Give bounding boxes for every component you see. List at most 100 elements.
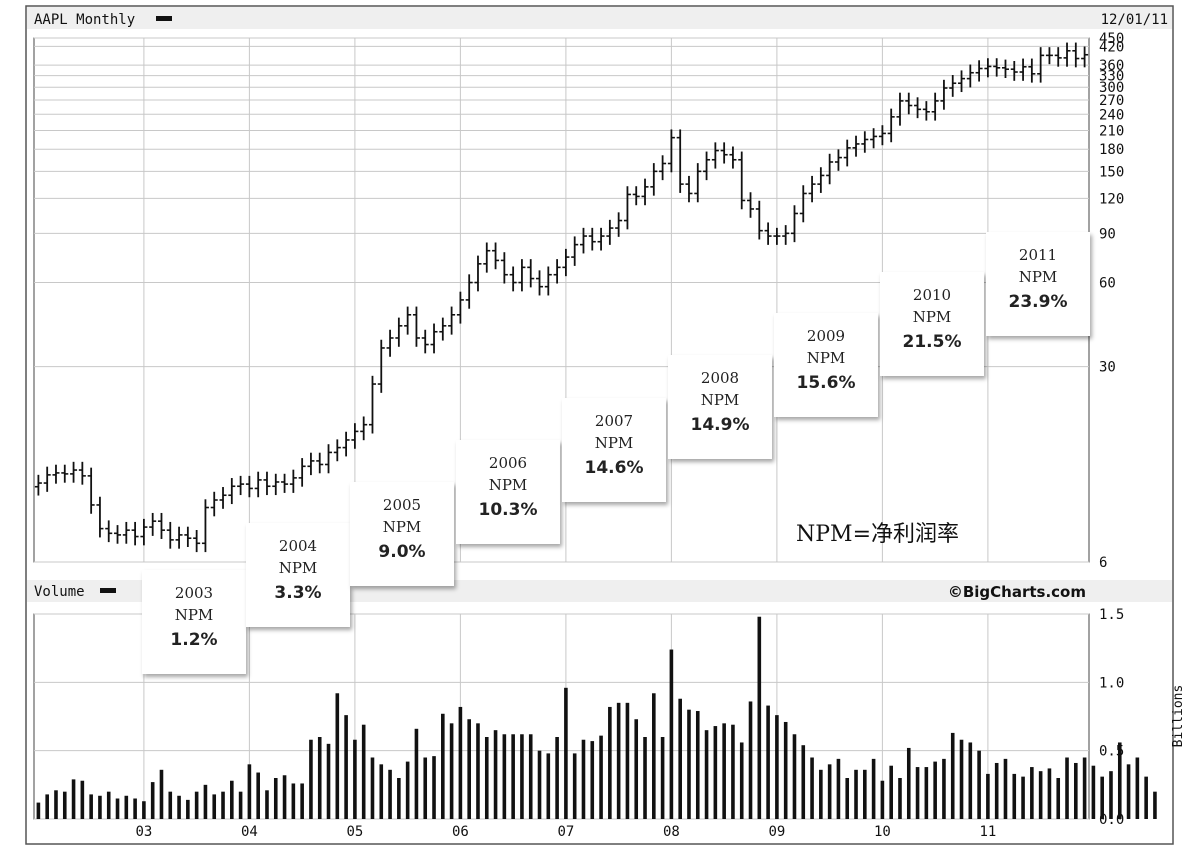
npm-label: NPM [1018,268,1058,286]
volume-bar [590,741,595,819]
price-bar [703,151,711,181]
price-bar [650,163,658,196]
price-bar [1045,47,1053,65]
price-tick-label: 270 [1099,93,1124,109]
volume-bar [898,778,902,819]
price-bar [1019,58,1027,81]
price-bar [307,452,315,476]
price-bar [219,487,227,509]
price-bar [281,473,289,493]
volume-bar [168,791,173,819]
volume-bar [572,753,577,819]
volume-bar [353,739,357,819]
volume-bar [247,764,252,819]
volume-bar [801,745,806,819]
volume-bar [889,765,893,819]
volume-bar [555,737,559,819]
volume-bar [959,739,964,819]
volume-bar [502,734,507,819]
npm-year: 2006 [488,454,528,472]
volume-bar [212,794,217,819]
volume-bar [827,764,832,819]
volume-bar [159,769,164,819]
chart-title: AAPL Monthly [34,12,135,28]
x-tick-label: 03 [135,824,152,840]
volume-bar [1153,791,1157,819]
price-bar [228,478,236,505]
price-tick-label: 300 [1099,80,1124,96]
volume-tick-label: 1.5 [1099,607,1124,623]
volume-bar [1047,768,1052,819]
price-bar [623,186,631,230]
price-bar [1037,47,1045,83]
price-bar [78,461,86,485]
price-bar [914,97,922,119]
npm-label: NPM [488,476,528,494]
volume-bar [80,780,85,819]
price-bar [43,466,51,492]
volume-bar [599,735,603,819]
price-bar [817,167,825,193]
volume-bar [652,693,656,819]
price-bar [659,155,667,181]
volume-bar [1126,764,1131,819]
volume-bar [775,715,779,819]
chart-date: 12/01/11 [1101,12,1168,28]
volume-bar [608,706,612,819]
volume-bar [62,791,67,819]
price-bar [826,153,834,185]
npm-label: NPM [174,606,214,624]
price-bar [729,146,737,169]
npm-value: 15.6% [796,373,856,393]
npm-label: NPM [700,391,740,409]
price-bar [492,242,500,270]
price-bar [245,475,253,498]
volume-bar [792,734,797,819]
price-bar [395,317,403,347]
price-bar [316,452,324,474]
price-bar [579,227,587,254]
volume-bar [106,791,111,819]
npm-box-2009: 2009 NPM 15.6% [774,313,878,417]
price-bar [984,58,992,78]
price-tick-label: 120 [1099,191,1124,207]
x-axis: 03 04 05 06 07 08 09 10 11 [135,824,996,840]
volume-title: Volume [34,584,85,600]
x-tick-label: 08 [663,824,680,840]
price-bar [404,306,412,335]
price-bar [377,339,385,393]
price-bar [931,92,939,121]
price-bar [676,129,684,193]
volume-bar [537,750,542,819]
price-tick-label: 240 [1099,107,1124,123]
npm-label: NPM [912,308,952,326]
price-bar [34,474,42,496]
volume-bar [238,791,243,819]
price-bar [641,178,649,206]
volume-bar [986,773,990,819]
npm-label: NPM [382,518,422,536]
volume-bar [150,782,155,819]
price-tick-label: 450 [1099,31,1124,47]
volume-bar [810,757,814,819]
volume-bar [1117,742,1122,819]
price-bar [1072,42,1080,68]
price-bar [325,444,333,474]
volume-bar [54,790,58,819]
price-bar [755,200,763,240]
volume-bar [564,687,568,819]
price-bar [606,219,614,245]
volume-bar [660,737,665,819]
volume-bar [405,761,410,819]
price-bar [685,175,693,203]
title-dash-icon [156,16,172,21]
volume-bar [1082,757,1087,819]
npm-value: 14.6% [584,458,644,478]
price-bar [922,101,930,121]
price-bar [70,461,78,483]
npm-year: 2008 [700,369,740,387]
volume-bar [1030,767,1034,819]
price-tick-label: 150 [1099,164,1124,180]
x-tick-label: 09 [768,824,785,840]
volume-bar [1135,757,1140,819]
